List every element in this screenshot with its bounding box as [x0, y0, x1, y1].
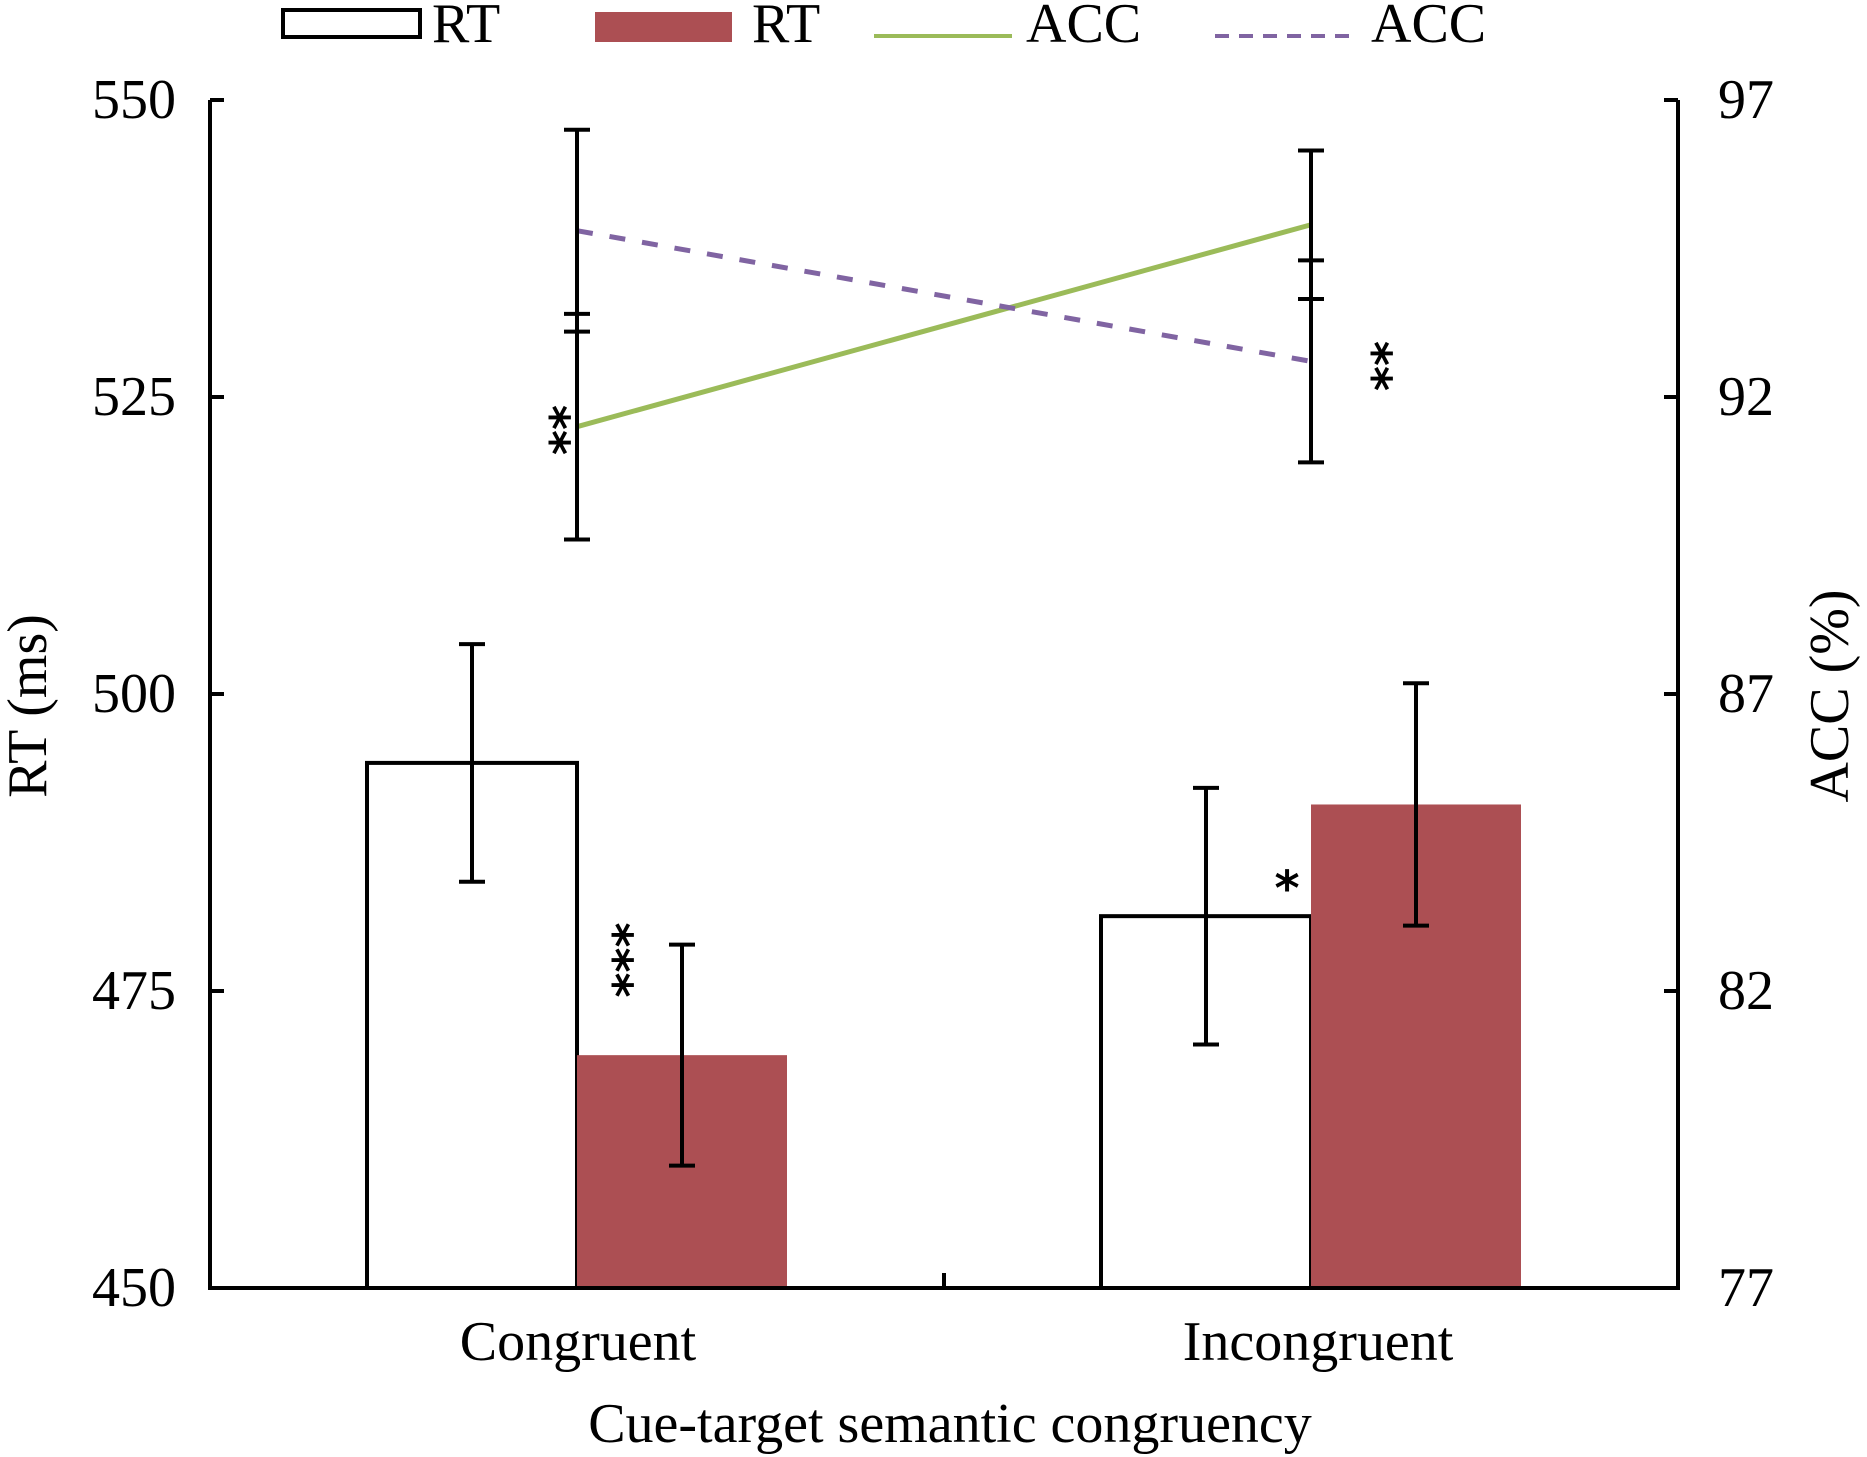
left-axis-tick-label: 500: [92, 663, 176, 725]
legend: RT RT ACC ACC: [281, 0, 1486, 55]
acc-solid-line: [576, 222, 1312, 430]
acc-dashed-line-error-bar-incongruent: [1298, 258, 1324, 465]
left-axis-ticks: 450 475 500 525 550: [92, 69, 224, 1319]
error-bars: [459, 127, 1429, 1168]
right-axis-tick-label: 92: [1718, 366, 1774, 428]
right-axis-ticks: 77 82 87 92 97: [1664, 69, 1774, 1319]
left-axis-tick-label: 475: [92, 960, 176, 1022]
legend-label-rt-filled: RT: [752, 0, 820, 55]
rt-outline-bar-incongruent-error-bar: [1193, 785, 1219, 1047]
axes: [208, 100, 1680, 1290]
sig-marker-acc-incongruent: **: [1345, 341, 1401, 391]
left-axis-tick-label: 450: [92, 1257, 176, 1319]
legend-swatch-rt-filled: [595, 12, 732, 42]
right-axis-tick-label: 97: [1718, 69, 1774, 131]
left-axis-tick-label: 525: [92, 366, 176, 428]
sig-marker-rt-congruent: ***: [586, 922, 642, 997]
acc-dashed-line: [576, 228, 1312, 364]
rt-filled-bar-congruent-error-bar: [669, 942, 695, 1168]
significance-markers: ** *** * **: [523, 341, 1401, 998]
legend-label-rt-outline: RT: [432, 0, 500, 55]
legend-swatch-rt-outline: [281, 8, 422, 39]
rt-outline-bar-congruent-error-bar: [459, 642, 485, 884]
sig-marker-acc-congruent: **: [523, 405, 579, 455]
left-axis-tick-label: 550: [92, 69, 176, 131]
acc-lines: [576, 222, 1312, 430]
rt-filled-bar-incongruent-error-bar: [1403, 681, 1429, 928]
x-axis-title: Cue-target semantic congruency: [588, 1393, 1312, 1455]
right-axis-tick-label: 77: [1718, 1257, 1774, 1319]
sig-marker-rt-incongruent: *: [1274, 861, 1299, 917]
legend-label-acc-solid: ACC: [1026, 0, 1141, 55]
legend-label-acc-dashed: ACC: [1371, 0, 1486, 55]
acc-dashed-line-error-bar-congruent: [564, 127, 590, 334]
right-axis-tick-label: 87: [1718, 663, 1774, 725]
right-axis-tick-label: 82: [1718, 960, 1774, 1022]
bars: [365, 760, 1521, 1290]
y2-axis-title: ACC (%): [1799, 589, 1861, 802]
category-labels: Congruent Incongruent: [460, 1311, 1454, 1373]
y-axis-title: RT (ms): [0, 614, 59, 798]
category-label-incongruent: Incongruent: [1183, 1311, 1454, 1373]
category-label-congruent: Congruent: [460, 1311, 697, 1373]
